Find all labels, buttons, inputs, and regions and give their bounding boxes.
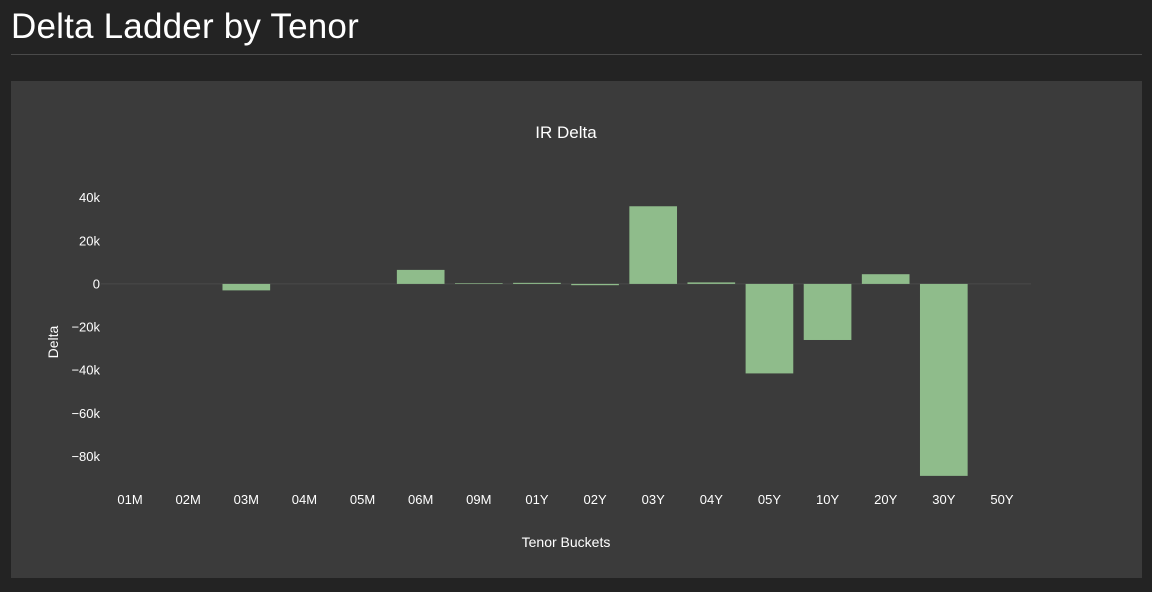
bar-03y[interactable] (629, 206, 678, 284)
x-tick-label: 04M (292, 492, 317, 507)
bar-20y[interactable] (861, 274, 910, 284)
x-tick-label: 01M (117, 492, 142, 507)
bar-01y[interactable] (513, 282, 561, 284)
y-tick-label: 0 (93, 276, 100, 291)
bar-03m[interactable] (222, 283, 271, 291)
y-tick-label: 20k (79, 233, 100, 248)
y-tick-label: −60k (71, 406, 100, 421)
y-tick-label: −20k (71, 320, 100, 335)
bar-30y[interactable] (919, 283, 968, 476)
x-axis-label: Tenor Buckets (522, 534, 611, 550)
x-tick-label: 01Y (525, 492, 548, 507)
bar-02y[interactable] (571, 283, 619, 286)
bar-09m[interactable] (454, 283, 503, 284)
x-tick-label: 06M (408, 492, 433, 507)
y-tick-label: −40k (71, 363, 100, 378)
page-title: Delta Ladder by Tenor (11, 7, 359, 46)
x-tick-label: 09M (466, 492, 491, 507)
bar-05y[interactable] (745, 283, 794, 374)
bar-04y[interactable] (687, 282, 736, 284)
bars-group (222, 206, 968, 476)
y-tick-label: 40k (79, 190, 100, 205)
bar-06m[interactable] (396, 269, 445, 284)
y-axis-ticks: 40k 20k 0 −20k −40k −60k −80k (71, 190, 100, 464)
x-tick-label: 10Y (816, 492, 839, 507)
x-tick-label: 50Y (990, 492, 1013, 507)
title-divider (11, 54, 1142, 55)
x-tick-label: 04Y (700, 492, 723, 507)
x-tick-label: 20Y (874, 492, 897, 507)
x-tick-label: 02M (176, 492, 201, 507)
chart-panel: IR Delta 40k 20k 0 −20k −40k −60k −80k 01M 02M 0… (11, 81, 1142, 578)
x-tick-label: 02Y (583, 492, 606, 507)
x-tick-label: 03Y (642, 492, 665, 507)
x-tick-label: 05Y (758, 492, 781, 507)
bar-10y[interactable] (803, 283, 852, 340)
x-tick-label: 03M (234, 492, 259, 507)
chart-title: IR Delta (535, 123, 597, 142)
y-tick-label: −80k (71, 449, 100, 464)
x-axis-ticks: 01M 02M 03M 04M 05M 06M 09M 01Y 02Y 03Y 04Y 05Y 10Y 2… (117, 492, 1013, 507)
y-axis-label: Delta (45, 325, 61, 358)
x-tick-label: 30Y (932, 492, 955, 507)
x-tick-label: 05M (350, 492, 375, 507)
